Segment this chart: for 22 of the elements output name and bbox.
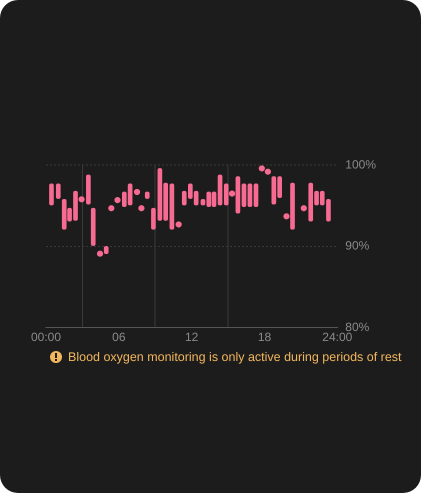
point bbox=[258, 165, 265, 172]
x-tick-label: 12 bbox=[184, 330, 199, 344]
y-tick-label: 90% bbox=[345, 238, 370, 253]
point bbox=[138, 205, 145, 212]
bar bbox=[49, 184, 54, 206]
point bbox=[264, 168, 271, 175]
point bbox=[283, 213, 290, 220]
y-tick-label: 100% bbox=[345, 158, 376, 172]
point bbox=[176, 221, 182, 228]
bar bbox=[90, 208, 96, 246]
point bbox=[228, 190, 236, 197]
bar bbox=[56, 184, 61, 199]
point bbox=[300, 205, 307, 212]
point bbox=[134, 188, 140, 196]
point bbox=[108, 205, 114, 212]
x-tick-label: 06 bbox=[112, 330, 126, 344]
point bbox=[114, 197, 121, 204]
text: Blood oxygen monitoring is only active during periods of rest bbox=[68, 350, 402, 364]
x-tick-label: 00:00 bbox=[31, 330, 62, 344]
x-tick-label: 18 bbox=[258, 330, 272, 344]
point bbox=[78, 196, 85, 202]
point bbox=[96, 250, 104, 257]
